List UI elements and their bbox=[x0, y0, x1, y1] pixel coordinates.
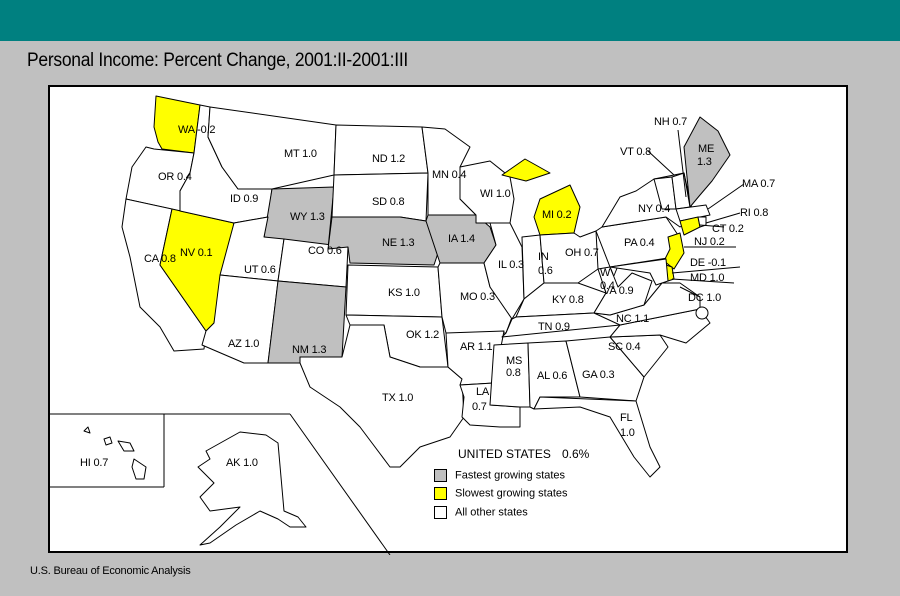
source-credit: U.S. Bureau of Economic Analysis bbox=[30, 565, 191, 577]
label-AR: AR 1.1 bbox=[460, 341, 493, 353]
state-MS bbox=[489, 342, 531, 408]
state-NE bbox=[327, 216, 441, 266]
label-WI: WI 1.0 bbox=[480, 188, 511, 200]
legend-item-slowest: Slowest growing states bbox=[434, 487, 568, 501]
label-CT: CT 0.2 bbox=[712, 223, 744, 235]
label-ME-value: 1.3 bbox=[697, 156, 712, 168]
label-AZ: AZ 1.0 bbox=[228, 338, 260, 350]
label-NM: NM 1.3 bbox=[292, 344, 327, 356]
label-AL: AL 0.6 bbox=[537, 370, 568, 382]
label-IN-value: 0.6 bbox=[538, 265, 553, 277]
label-CA: CA 0.8 bbox=[144, 253, 176, 265]
alaska-shape bbox=[197, 431, 307, 546]
label-NJ: NJ 0.2 bbox=[694, 236, 725, 248]
label-RI: RI 0.8 bbox=[740, 207, 769, 219]
state-ND bbox=[333, 124, 429, 176]
label-CO: CO 0.6 bbox=[308, 245, 342, 257]
label-ID: ID 0.9 bbox=[230, 193, 259, 205]
state-MA bbox=[675, 204, 711, 222]
legend-label-slowest: Slowest growing states bbox=[455, 487, 568, 500]
legend-label-fastest: Fastest growing states bbox=[455, 469, 566, 482]
legend-label-other: All other states bbox=[455, 506, 528, 519]
swatch-other bbox=[434, 506, 447, 519]
label-ND: ND 1.2 bbox=[372, 153, 406, 165]
label-NH: NH 0.7 bbox=[654, 116, 688, 128]
label-IN-name: IN bbox=[538, 251, 549, 263]
label-FL-name: FL bbox=[620, 412, 633, 424]
label-IA: IA 1.4 bbox=[448, 233, 475, 245]
label-TN: TN 0.9 bbox=[538, 321, 570, 333]
label-WV-value: 0.4 bbox=[600, 280, 615, 292]
label-WA: WA -0.2 bbox=[178, 124, 216, 136]
label-PA: PA 0.4 bbox=[624, 237, 655, 249]
us-total: UNITED STATES 0.6% bbox=[458, 447, 589, 461]
label-AK: AK 1.0 bbox=[226, 457, 258, 469]
label-DE: DE -0.1 bbox=[690, 257, 726, 269]
label-WV-name: WV bbox=[600, 267, 618, 279]
label-MI: MI 0.2 bbox=[542, 209, 572, 221]
label-SC: SC 0.4 bbox=[608, 341, 641, 353]
state-FL bbox=[533, 396, 661, 478]
state-TX bbox=[299, 324, 465, 468]
label-MN: MN 0.4 bbox=[432, 169, 467, 181]
label-FL-value: 1.0 bbox=[620, 427, 635, 439]
label-KY: KY 0.8 bbox=[552, 294, 584, 306]
label-MS-value: 0.8 bbox=[506, 367, 521, 379]
state-MD bbox=[609, 258, 669, 286]
us-total-label: UNITED STATES bbox=[458, 447, 551, 461]
label-OH: OH 0.7 bbox=[565, 247, 599, 259]
swatch-fastest bbox=[434, 469, 447, 482]
label-WY: WY 1.3 bbox=[290, 211, 325, 223]
label-NE: NE 1.3 bbox=[382, 237, 415, 249]
label-VA: VA 0.9 bbox=[603, 285, 634, 297]
label-MO: MO 0.3 bbox=[460, 291, 495, 303]
label-GA: GA 0.3 bbox=[582, 369, 615, 381]
label-HI: HI 0.7 bbox=[80, 457, 109, 469]
legend-item-other: All other states bbox=[434, 506, 528, 520]
label-ME-name: ME bbox=[698, 143, 715, 155]
hawaii-shape bbox=[83, 426, 147, 480]
label-MA: MA 0.7 bbox=[742, 178, 776, 190]
label-DC: DC 1.0 bbox=[688, 292, 722, 304]
state-GA bbox=[565, 336, 645, 402]
label-LA-name: LA bbox=[476, 386, 490, 398]
label-OR: OR 0.4 bbox=[158, 171, 192, 183]
label-MD: MD 1.0 bbox=[690, 272, 725, 284]
state-NJ bbox=[663, 232, 685, 270]
us-total-value: 0.6% bbox=[561, 447, 590, 461]
label-IL: IL 0.3 bbox=[498, 259, 524, 271]
label-TX: TX 1.0 bbox=[382, 392, 414, 404]
dc-marker bbox=[695, 306, 709, 320]
page-title: Personal Income: Percent Change, 2001:II… bbox=[27, 50, 408, 71]
label-NY: NY 0.4 bbox=[638, 203, 671, 215]
header-bar bbox=[0, 0, 900, 41]
map-shapes bbox=[50, 95, 745, 555]
label-MT: MT 1.0 bbox=[284, 148, 317, 160]
label-OK: OK 1.2 bbox=[406, 329, 440, 341]
swatch-slowest bbox=[434, 487, 447, 500]
label-KS: KS 1.0 bbox=[388, 287, 420, 299]
state-ME bbox=[683, 116, 731, 208]
label-NC: NC 1.1 bbox=[616, 313, 650, 325]
label-SD: SD 0.8 bbox=[372, 196, 405, 208]
label-NV: NV 0.1 bbox=[180, 247, 213, 259]
label-VT: VT 0.8 bbox=[620, 146, 652, 158]
legend-item-fastest: Fastest growing states bbox=[434, 469, 565, 483]
label-LA-value: 0.7 bbox=[472, 401, 487, 413]
us-map: WA -0.2 OR 0.4 CA 0.8 NV 0.1 ID 0.9 MT 1… bbox=[48, 85, 848, 555]
state-WV bbox=[593, 266, 653, 316]
label-UT: UT 0.6 bbox=[244, 264, 276, 276]
label-MS-name: MS bbox=[506, 355, 523, 367]
